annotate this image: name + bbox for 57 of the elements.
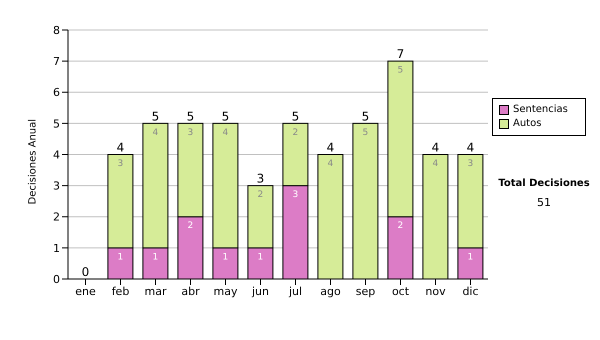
y-tick-label: 7 — [53, 55, 60, 68]
data-label: 1 — [222, 252, 228, 262]
data-label: 1 — [152, 252, 158, 262]
total-label: 7 — [396, 47, 404, 62]
total-label: 3 — [256, 172, 264, 186]
y-tick-label: 0 — [53, 272, 60, 286]
total-label: 4 — [116, 140, 124, 154]
x-tick-label: jun — [251, 284, 270, 298]
y-tick-label: 6 — [53, 86, 60, 100]
total-label: 5 — [152, 109, 160, 124]
x-tick-label: ago — [320, 284, 341, 298]
data-label: 3 — [468, 158, 474, 169]
data-label: 1 — [118, 252, 124, 262]
x-tick-label: may — [214, 284, 238, 298]
data-label: 3 — [118, 158, 124, 169]
total-label: 5 — [362, 109, 370, 124]
data-label: 2 — [188, 221, 194, 232]
legend-label: Autos — [513, 117, 542, 131]
total-label: 4 — [326, 140, 334, 154]
data-label: 5 — [362, 128, 368, 138]
data-label: 3 — [188, 128, 194, 138]
data-label: 5 — [398, 66, 404, 76]
data-label: 3 — [292, 190, 298, 200]
total-label: 5 — [292, 109, 300, 124]
text: Total Decisiones — [497, 178, 591, 189]
data-label: 4 — [152, 128, 159, 138]
data-label: 2 — [258, 190, 264, 200]
data-label: 1 — [258, 252, 264, 262]
y-tick-label: 5 — [53, 117, 60, 130]
data-label: 2 — [398, 221, 404, 232]
y-tick-label: 8 — [53, 24, 60, 37]
legend-label: Sentencias — [513, 103, 568, 117]
x-tick-label: sep — [356, 284, 376, 298]
x-tick-label: nov — [425, 284, 446, 298]
data-label: 2 — [292, 128, 298, 138]
data-label: 4 — [328, 158, 334, 169]
x-tick-label: dic — [462, 284, 479, 298]
data-label: 4 — [432, 158, 439, 169]
data-label: 1 — [468, 252, 474, 262]
total-label: 4 — [466, 140, 474, 154]
x-tick-label: ene — [75, 284, 96, 298]
total-label: 5 — [186, 109, 194, 124]
total-label: 5 — [222, 109, 230, 124]
x-tick-label: oct — [392, 284, 410, 298]
data-label: 4 — [222, 128, 229, 138]
total-label: 0 — [82, 265, 90, 279]
y-axis-title: Decisiones Anual — [28, 118, 39, 204]
x-tick-label: abr — [181, 284, 200, 298]
y-tick-label: 1 — [53, 242, 60, 255]
total-label: 4 — [432, 140, 440, 154]
y-tick-label: 2 — [53, 210, 60, 224]
x-tick-label: mar — [144, 284, 167, 298]
x-tick-label: feb — [112, 284, 130, 298]
x-tick-label: jul — [288, 284, 302, 298]
text: 51 — [536, 196, 552, 209]
y-tick-label: 3 — [53, 180, 60, 193]
y-tick-label: 4 — [53, 148, 60, 162]
